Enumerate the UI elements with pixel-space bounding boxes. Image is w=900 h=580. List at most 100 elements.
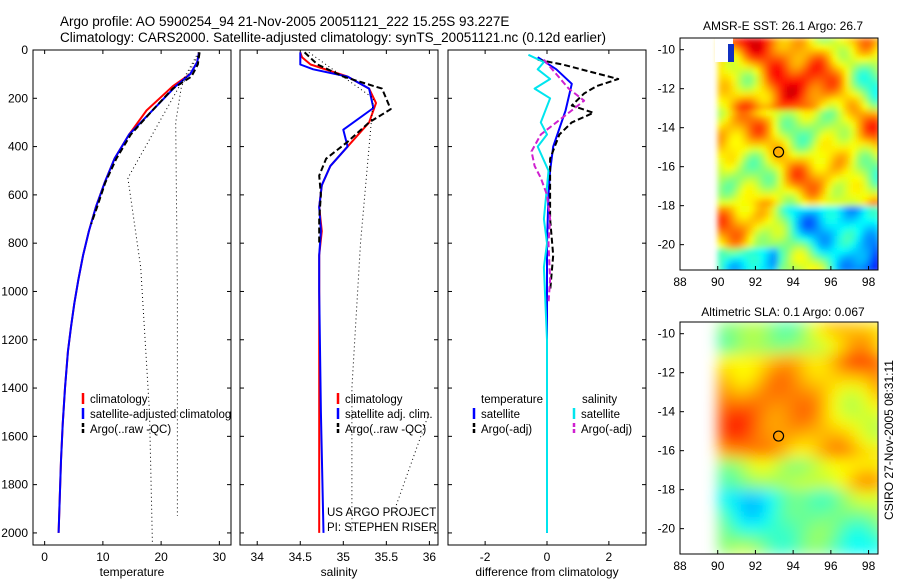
legend-label-argo: Argo(..raw -QC) [90, 424, 171, 436]
x-tick-label: 0 [41, 550, 48, 564]
x-tick-label: -2 [480, 550, 491, 564]
x-tick-label: 36 [423, 550, 437, 564]
x-tick-label: 2 [606, 550, 613, 564]
series-argo-raw-qc [303, 51, 392, 244]
sst-map-panel: AMSR-E SST: 26.1 Argo: 26.7 88 90 92 94 96 98… [658, 19, 879, 289]
temperature-xlabel: temperature [100, 565, 165, 579]
y-tick-label: 1400 [1, 381, 28, 395]
sla-map-field [680, 322, 878, 554]
series-std-upper [308, 51, 374, 533]
sst-map-field [680, 38, 878, 270]
y-tick-label: -14 [658, 121, 676, 135]
y-tick-label: 0 [21, 43, 28, 57]
difference-legend: temperature salinity satellite Argo(-adj… [472, 394, 632, 436]
y-tick-label: 1000 [1, 284, 28, 298]
y-tick-label: 1800 [1, 478, 28, 492]
legend-label-temp-satellite: satellite [481, 409, 520, 421]
y-tick-label: -18 [658, 483, 676, 497]
series-salinity-satellite [527, 53, 552, 533]
y-tick-label: -20 [658, 522, 676, 536]
x-tick-label: 35 [337, 550, 351, 564]
difference-xlabel: difference from climatology [475, 565, 618, 579]
difference-lines [527, 53, 620, 533]
salinity-xlabel: salinity [321, 565, 358, 579]
x-tick-label: 98 [862, 275, 876, 289]
sla-map-title: Altimetric SLA: 0.1 Argo: 0.067 [701, 305, 865, 319]
temperature-ticks: 0 10 20 30 0 200 400 600 800 1000 1200 1400 1600 1800… [1, 43, 231, 564]
sla-argo-marker [772, 430, 785, 442]
x-tick-label: 92 [749, 275, 763, 289]
header-line2: Climatology: CARS2000. Satellite-adjuste… [60, 30, 606, 45]
y-tick-label: -14 [658, 405, 676, 419]
temperature-lines [57, 52, 201, 543]
y-tick-label: 400 [8, 140, 28, 154]
x-tick-label: 30 [213, 550, 227, 564]
x-tick-label: 92 [749, 559, 763, 573]
legend-label-satellite: satellite-adjusted climatology [90, 409, 237, 421]
x-tick-label: 98 [862, 559, 876, 573]
x-tick-label: 94 [786, 275, 800, 289]
y-tick-label: -16 [658, 160, 676, 174]
y-tick-label: 600 [8, 188, 28, 202]
salinity-ticks: 34 34.5 35 35.5 36 [240, 49, 438, 564]
project-credit: US ARGO PROJECT [327, 507, 436, 519]
x-tick-label: 10 [96, 550, 110, 564]
sst-map-title: AMSR-E SST: 26.1 Argo: 26.7 [703, 19, 863, 33]
legend-label-temp-argo: Argo(-adj) [481, 424, 532, 436]
temperature-profile-panel: 0 10 20 30 0 200 400 600 800 1000 1200 1400 1600 1800… [1, 43, 237, 579]
x-tick-label: 0 [544, 550, 551, 564]
y-tick-label: 1600 [1, 429, 28, 443]
difference-profile-panel: -2 0 2 difference from climatology tempera… [447, 49, 647, 579]
y-tick-label: -12 [658, 366, 676, 380]
x-tick-label: 96 [824, 559, 838, 573]
legend-label-sal-argo: Argo(-adj) [581, 424, 632, 436]
salinity-legend: climatology satellite adj. clim. Argo(..… [336, 393, 433, 436]
footer-timestamp: CSIRO 27-Nov-2005 08:31:11 [882, 360, 896, 520]
legend-label-satellite: satellite adj. clim. [345, 409, 433, 421]
y-tick-label: 800 [8, 236, 28, 250]
legend-header-salinity: salinity [582, 394, 617, 406]
y-tick-label: 2000 [1, 526, 28, 540]
legend-label-sal-satellite: satellite [581, 409, 620, 421]
pi-credit: PI: STEPHEN RISER [327, 522, 437, 534]
sst-map-frame [679, 37, 879, 271]
legend-label-climatology: climatology [90, 394, 148, 406]
x-tick-label: 94 [786, 559, 800, 573]
y-tick-label: 200 [8, 91, 28, 105]
sst-map-ticks: 88 90 92 94 96 98 -10 -12 -14 -16 -18 -20 [658, 43, 876, 289]
salinity-lines [299, 51, 430, 533]
salinity-axes-frame [239, 49, 439, 546]
legend-label-climatology: climatology [345, 394, 403, 406]
series-salinity-argo-adj [530, 59, 586, 304]
sla-map-panel: Altimetric SLA: 0.1 Argo: 0.067 88 90 92 94… [658, 305, 879, 573]
y-tick-label: -20 [658, 238, 676, 252]
difference-ticks: -2 0 2 [448, 49, 646, 564]
x-tick-label: 88 [673, 275, 687, 289]
y-tick-label: -16 [658, 444, 676, 458]
legend-label-argo: Argo(..raw -QC) [345, 424, 426, 436]
temperature-axes-frame [32, 49, 232, 546]
x-tick-label: 34 [251, 550, 265, 564]
y-tick-label: -18 [658, 199, 676, 213]
y-tick-label: -10 [658, 43, 676, 57]
y-tick-label: -10 [658, 327, 676, 341]
x-tick-label: 20 [154, 550, 168, 564]
x-tick-label: 34.5 [289, 550, 313, 564]
x-tick-label: 90 [711, 275, 725, 289]
x-tick-label: 35.5 [375, 550, 399, 564]
sla-map-ticks: 88 90 92 94 96 98 -10 -12 -14 -16 -18 -20 [658, 327, 876, 573]
salinity-profile-panel: 34 34.5 35 35.5 36 salinity climatology sate… [239, 49, 439, 579]
temperature-legend: climatology satellite-adjusted climatolo… [81, 393, 237, 436]
header-line1: Argo profile: AO 5900254_94 21-Nov-2005 … [60, 14, 509, 29]
legend-header-temperature: temperature [481, 394, 543, 406]
x-tick-label: 96 [824, 275, 838, 289]
y-tick-label: 1200 [1, 333, 28, 347]
x-tick-label: 88 [673, 559, 687, 573]
y-tick-label: -12 [658, 82, 676, 96]
series-std-lower [127, 52, 199, 543]
series-satellite-adj-clim [299, 52, 375, 533]
sla-map-frame [679, 321, 879, 555]
x-tick-label: 90 [711, 559, 725, 573]
sst-argo-marker [772, 146, 785, 158]
